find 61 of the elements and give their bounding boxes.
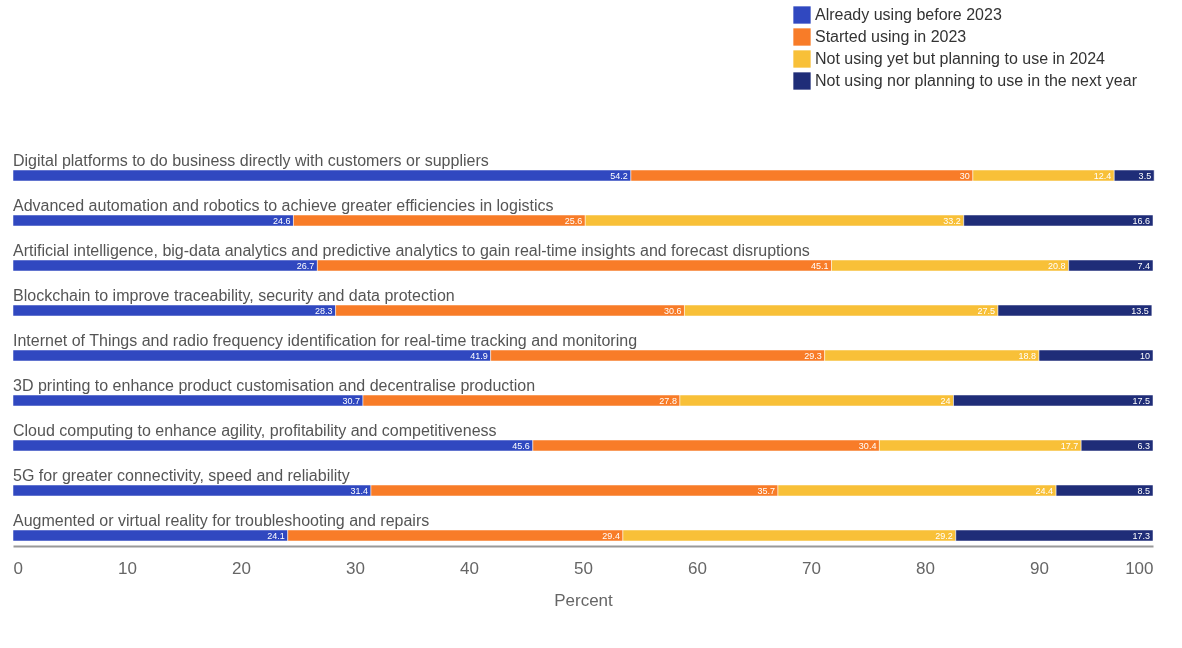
y-tick-label: Artificial intelligence, big-data analytics and predictive analytics to gain real-time insights and forecast disruptions <box>13 241 810 259</box>
data-label: 17.3 <box>1132 531 1150 541</box>
data-label: 24.4 <box>1035 486 1054 496</box>
data-label: 24 <box>940 396 951 406</box>
y-tick-label: Digital platforms to do business directly with customers or suppliers <box>13 151 489 169</box>
data-label: 8.5 <box>1137 486 1150 496</box>
data-label: 41.9 <box>470 351 488 361</box>
y-tick-label: Blockchain to improve traceability, security and data protection <box>13 286 455 304</box>
data-label: 17.7 <box>1060 441 1079 451</box>
x-tick-label: 50 <box>574 558 593 578</box>
x-tick-label: 30 <box>346 558 365 578</box>
legend-label: Not using yet but planning to use in 2024 <box>815 50 1106 67</box>
x-tick-label: 100 <box>1125 558 1154 578</box>
data-label: 13.5 <box>1131 306 1149 316</box>
data-label: 45.1 <box>810 261 829 271</box>
data-label: 28.3 <box>315 306 333 316</box>
data-label: 3.5 <box>1138 171 1152 181</box>
y-tick-label: 5G for greater connectivity, speed and reliability <box>13 466 350 484</box>
data-label: 27.8 <box>659 396 677 406</box>
data-label: 24.6 <box>272 216 291 226</box>
data-label: 54.2 <box>610 171 628 181</box>
x-tick-label: 10 <box>118 558 137 578</box>
x-tick-label: 0 <box>13 558 23 578</box>
x-tick-label: 90 <box>1030 558 1049 578</box>
data-label: 31.4 <box>350 486 368 496</box>
data-label: 10 <box>1139 351 1150 361</box>
y-tick-label: Advanced automation and robotics to achieve greater efficiencies in logistics <box>13 196 554 214</box>
data-label: 16.6 <box>1132 216 1150 226</box>
data-label: 29.2 <box>935 531 953 541</box>
data-label: 29.3 <box>804 351 822 361</box>
y-tick-label: Cloud computing to enhance agility, profitability and competitiveness <box>13 421 497 439</box>
legend-label: Not using nor planning to use in the next year <box>815 72 1138 89</box>
legend-label: Started using in 2023 <box>815 28 967 45</box>
data-label: 12.4 <box>1093 171 1112 181</box>
data-label: 35.7 <box>757 486 775 496</box>
data-label: 20.8 <box>1048 261 1066 271</box>
data-label: 7.4 <box>1137 261 1150 271</box>
data-label: 26.7 <box>296 261 315 271</box>
data-label: 30 <box>959 171 970 181</box>
x-axis-title: Percent <box>554 590 614 610</box>
data-label: 25.6 <box>564 216 583 226</box>
x-tick-label: 20 <box>232 558 251 578</box>
data-label: 6.3 <box>1137 441 1150 451</box>
data-label: 45.6 <box>512 441 530 451</box>
data-label: 29.4 <box>602 531 620 541</box>
data-label: 24.1 <box>267 531 285 541</box>
data-label: 30.6 <box>663 306 682 316</box>
data-label: 18.8 <box>1018 351 1036 361</box>
legend-label: Already using before 2023 <box>815 6 1002 23</box>
data-label: 17.5 <box>1132 396 1150 406</box>
x-tick-label: 40 <box>460 558 479 578</box>
data-label: 33.2 <box>943 216 961 226</box>
data-label: 30.7 <box>342 396 360 406</box>
y-tick-label: 3D printing to enhance product customisation and decentralise production <box>13 376 536 394</box>
data-label: 27.5 <box>977 306 995 316</box>
y-tick-label: Internet of Things and radio frequency identification for real-time tracking and monitoring <box>13 331 638 349</box>
data-label: 30.4 <box>858 441 877 451</box>
x-tick-label: 80 <box>916 558 935 578</box>
x-tick-label: 70 <box>802 558 821 578</box>
x-tick-label: 60 <box>688 558 707 578</box>
y-tick-label: Augmented or virtual reality for troubleshooting and repairs <box>13 511 430 529</box>
